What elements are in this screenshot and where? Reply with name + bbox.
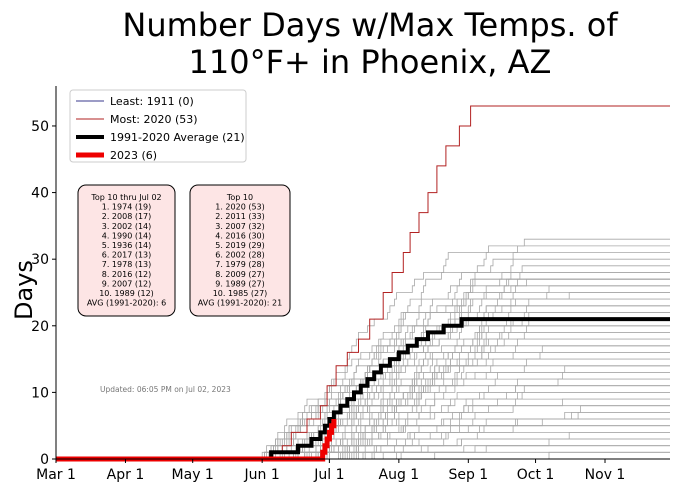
x-tick-label: Jul 1 bbox=[313, 467, 344, 483]
y-tick-label: 40 bbox=[31, 186, 49, 202]
top10-thru-date-line: AVG (1991-2020): 6 bbox=[87, 299, 166, 308]
x-tick-label: Aug 1 bbox=[379, 467, 420, 483]
x-tick-label: May 1 bbox=[172, 467, 214, 483]
top10-thru-date-line: 7. 1978 (13) bbox=[102, 260, 152, 269]
y-tick-label: 30 bbox=[31, 252, 49, 268]
y-tick-label: 0 bbox=[40, 452, 49, 468]
series-line-most bbox=[56, 105, 670, 460]
legend-entry: 2023 (6) bbox=[110, 149, 157, 162]
x-tick-label: Mar 1 bbox=[36, 467, 76, 483]
series-line-2023 bbox=[56, 419, 337, 462]
top10-thru-date-line: 10. 1989 (12) bbox=[99, 289, 154, 298]
y-axis-label: Days bbox=[10, 260, 38, 320]
top10-season-line: 10. 1985 (27) bbox=[213, 289, 268, 298]
top10-season-line: AVG (1991-2020): 21 bbox=[198, 299, 282, 308]
top10-thru-date-line: 2. 2008 (17) bbox=[102, 212, 152, 221]
top10-season-line: Top 10 bbox=[226, 193, 253, 202]
y-tick-label: 50 bbox=[31, 119, 49, 135]
axes bbox=[55, 86, 670, 460]
top10-season-line: 2. 2011 (33) bbox=[215, 212, 265, 221]
y-tick-label: 10 bbox=[31, 385, 49, 401]
legend-entry: Least: 1911 (0) bbox=[110, 95, 194, 108]
top10-thru-date-frame bbox=[77, 184, 176, 317]
x-tick-label: Oct 1 bbox=[517, 467, 555, 483]
top10-season-line: 3. 2007 (32) bbox=[215, 222, 265, 231]
top10-thru-date-line: 6. 2017 (13) bbox=[102, 251, 152, 260]
series-line-1991-2020 bbox=[56, 317, 670, 461]
legend-entry: Most: 2020 (53) bbox=[110, 113, 198, 126]
y-ticks: 0 10 20 30 40 50 bbox=[31, 119, 56, 468]
top10-thru-date-line: 1. 1974 (19) bbox=[102, 203, 152, 212]
top10-thru-date-line: 9. 2007 (12) bbox=[102, 279, 152, 288]
top10-season-line: 4. 2016 (30) bbox=[215, 231, 265, 240]
historical-season-line bbox=[56, 278, 670, 460]
top10-season-line: 6. 2002 (28) bbox=[215, 251, 265, 260]
top10-thru-date-box: Top 10 thru Jul 021. 1974 (19)2. 2008 (1… bbox=[77, 184, 176, 317]
top10-season-frame bbox=[189, 184, 291, 317]
top10-thru-date-line: 8. 2016 (12) bbox=[102, 270, 152, 279]
x-tick-label: Jun 1 bbox=[244, 467, 280, 483]
top10-season-line: 9. 1989 (27) bbox=[215, 279, 265, 288]
top10-thru-date-line: 5. 1936 (14) bbox=[102, 241, 152, 250]
x-tick-label: Sep 1 bbox=[448, 467, 488, 483]
top10-thru-date-line: Top 10 thru Jul 02 bbox=[90, 193, 161, 202]
chart-title-line2: 110°F+ in Phoenix, AZ bbox=[189, 43, 552, 81]
legend-frame bbox=[69, 89, 247, 163]
updated-note: Updated: 06:05 PM on Jul 02, 2023 bbox=[100, 385, 231, 394]
legend: Least: 1911 (0) Most: 2020 (53) 1991-2020 … bbox=[69, 89, 247, 163]
x-tick-label: Nov 1 bbox=[585, 467, 626, 483]
top10-thru-date-line: 4. 1990 (14) bbox=[102, 231, 152, 240]
top10-season-line: 1. 2020 (53) bbox=[215, 203, 265, 212]
chart-title-line1: Number Days w/Max Temps. of bbox=[122, 6, 618, 44]
legend-entry: 1991-2020 Average (21) bbox=[110, 131, 245, 144]
x-tick-label: Apr 1 bbox=[107, 467, 145, 483]
x-ticks: Mar 1 Apr 1 May 1 Jun 1 Jul 1 Aug 1 Sep 1 Oct 1… bbox=[36, 459, 625, 483]
top10-season-line: 8. 2009 (27) bbox=[215, 270, 265, 279]
top10-season-line: 5. 2019 (29) bbox=[215, 241, 265, 250]
top10-season-line: 7. 1979 (28) bbox=[215, 260, 265, 269]
top10-thru-date-line: 3. 2002 (14) bbox=[102, 222, 152, 231]
y-tick-label: 20 bbox=[31, 319, 49, 335]
top10-season-box: Top 101. 2020 (53)2. 2011 (33)3. 2007 (3… bbox=[189, 184, 291, 317]
